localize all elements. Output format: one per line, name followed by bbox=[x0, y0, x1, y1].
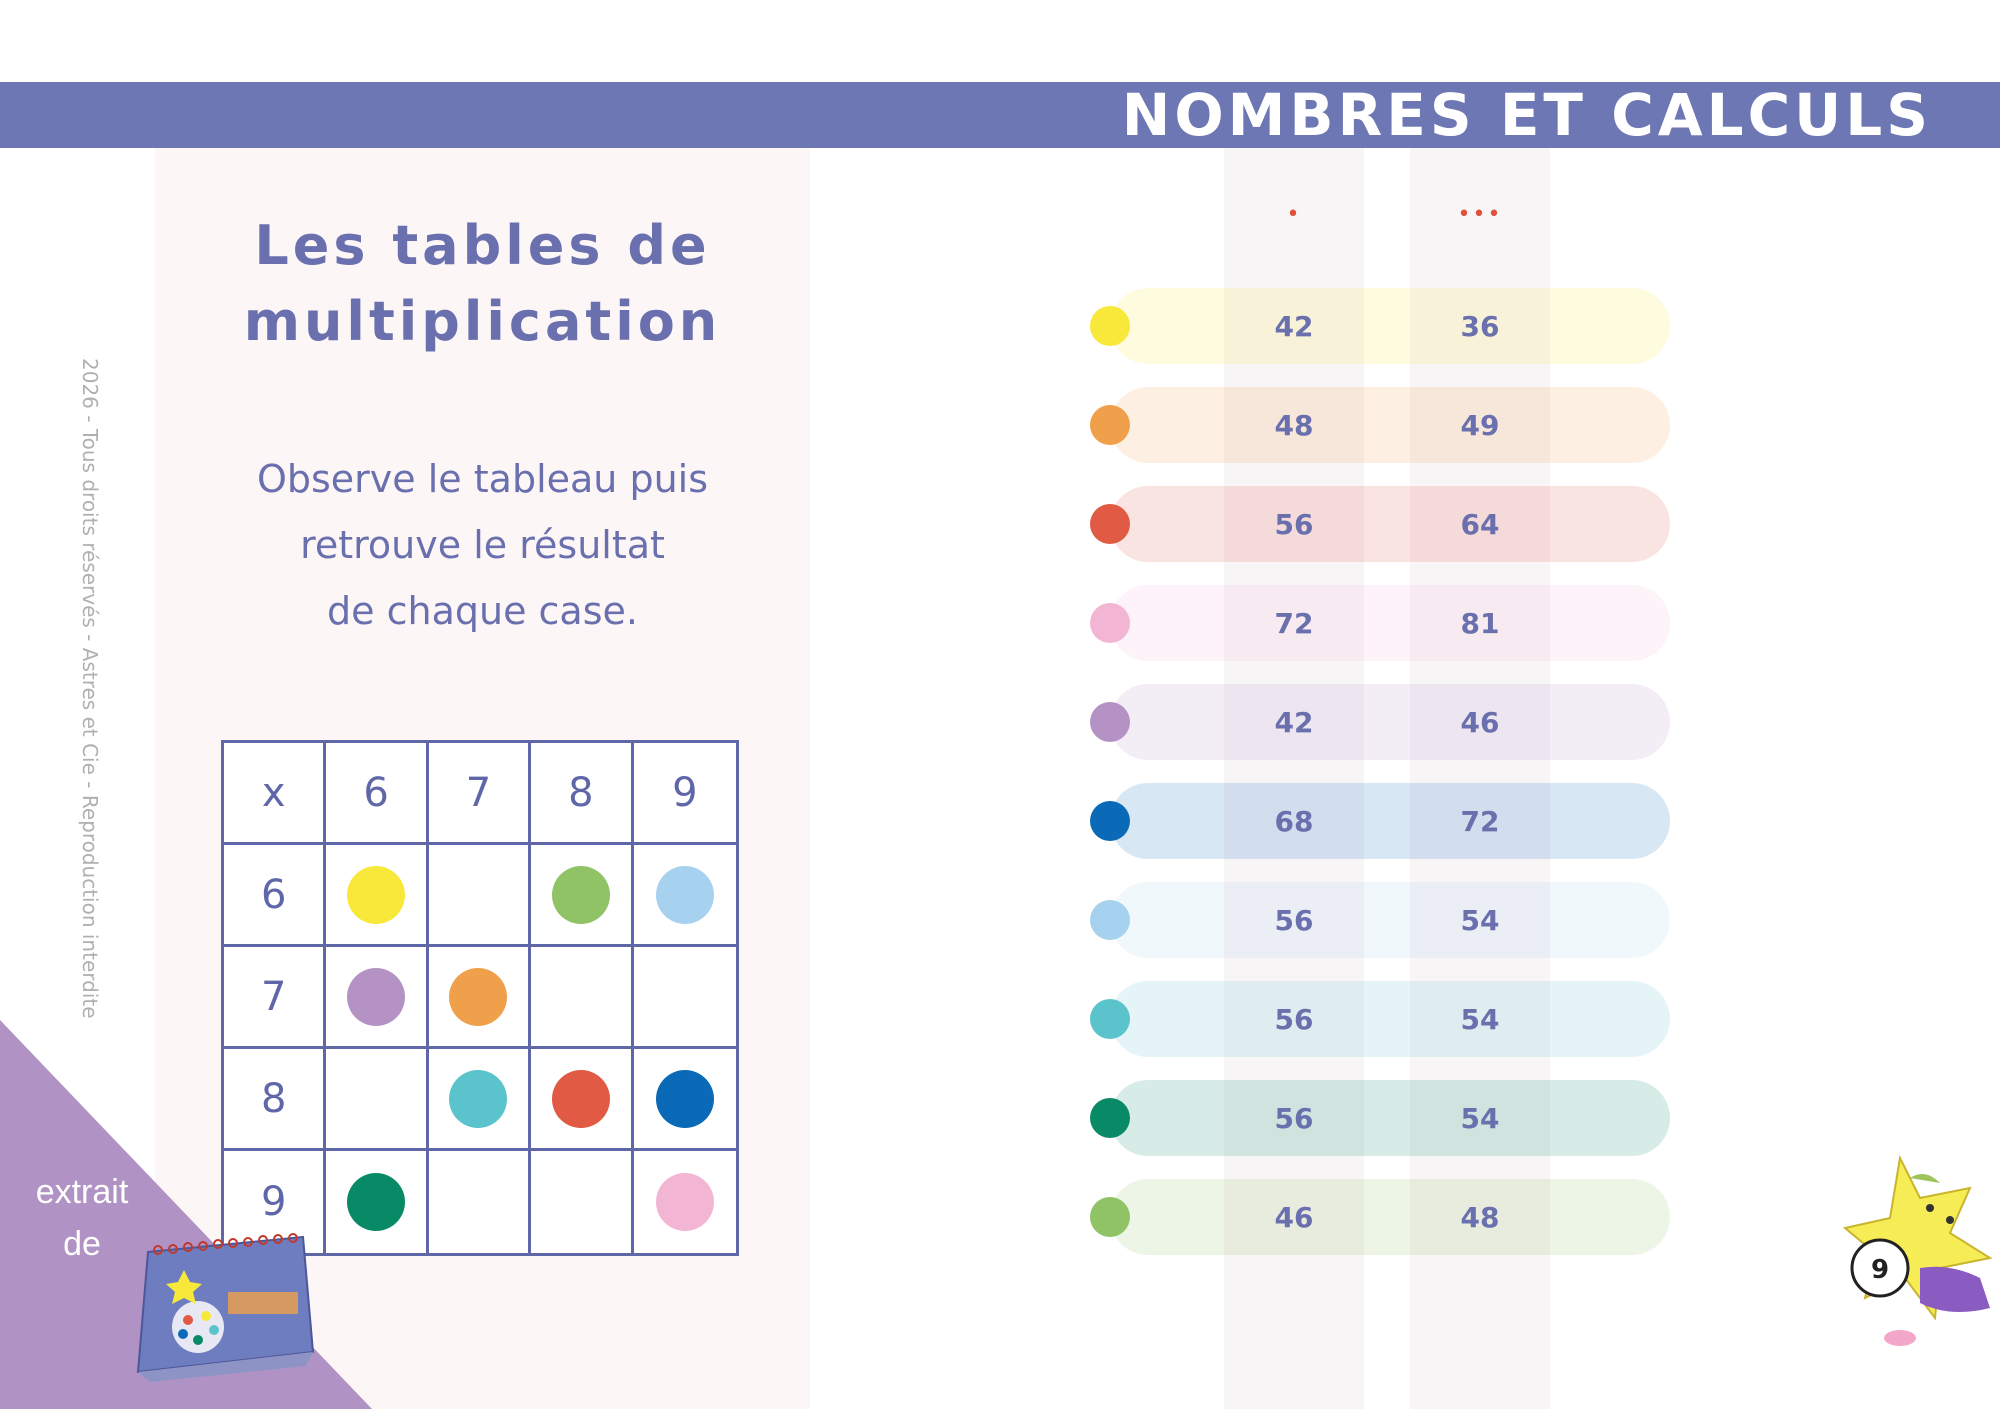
answer-row-band bbox=[1110, 486, 1670, 562]
grid-cell bbox=[633, 1049, 736, 1151]
grid-cell bbox=[531, 1049, 634, 1151]
answer-row-band bbox=[1110, 387, 1670, 463]
answer-value-b[interactable]: 72 bbox=[1460, 805, 1500, 838]
answer-value-a[interactable]: 56 bbox=[1274, 508, 1314, 541]
grid-row-header: 6 bbox=[224, 845, 327, 947]
blue-dot bbox=[1090, 801, 1130, 841]
column-1-symbol: • bbox=[1286, 202, 1302, 227]
light-blue-dot bbox=[1090, 900, 1130, 940]
grid-cell bbox=[429, 1151, 532, 1253]
answer-row-band bbox=[1110, 288, 1670, 364]
grid-cell bbox=[634, 1151, 736, 1253]
yellow-dot bbox=[1090, 306, 1130, 346]
grid-cell bbox=[428, 947, 532, 1049]
answer-value-a[interactable]: 46 bbox=[1274, 1201, 1314, 1234]
answer-value-b[interactable]: 46 bbox=[1460, 706, 1500, 739]
answer-row-band bbox=[1110, 1080, 1670, 1156]
grid-row-header: 8 bbox=[224, 1049, 327, 1151]
answer-value-a[interactable]: 56 bbox=[1274, 904, 1314, 937]
answer-column-2 bbox=[1410, 148, 1550, 1409]
page-number: 9 bbox=[1871, 1255, 1889, 1285]
light-blue-dot bbox=[655, 865, 714, 924]
section-title: NOMBRES ET CALCULS bbox=[1121, 81, 1932, 149]
answer-row-band bbox=[1110, 684, 1670, 760]
grid-cell bbox=[326, 845, 429, 947]
green-dot bbox=[1090, 1098, 1130, 1138]
answer-row-band bbox=[1110, 783, 1670, 859]
answer-value-b[interactable]: 81 bbox=[1460, 607, 1500, 640]
answer-value-b[interactable]: 64 bbox=[1460, 508, 1500, 541]
answer-value-a[interactable]: 56 bbox=[1274, 1003, 1314, 1036]
instruction-line-3: de chaque case. bbox=[327, 589, 638, 633]
instructions: Observe le tableau puis retrouve le résu… bbox=[155, 446, 810, 644]
answer-column-1 bbox=[1224, 148, 1364, 1409]
grid-cell bbox=[326, 1151, 429, 1253]
page-title: Les tables de multiplication bbox=[155, 208, 810, 360]
header-band bbox=[0, 82, 2000, 148]
light-green-dot bbox=[1090, 1197, 1130, 1237]
yellow-dot bbox=[347, 865, 406, 924]
answer-row-band bbox=[1110, 981, 1670, 1057]
answer-value-a[interactable]: 48 bbox=[1274, 409, 1314, 442]
answer-value-b[interactable]: 54 bbox=[1460, 904, 1500, 937]
answer-value-b[interactable]: 48 bbox=[1460, 1201, 1500, 1234]
pink-dot bbox=[655, 1173, 714, 1231]
calendar-book-icon bbox=[136, 1233, 315, 1382]
purple-dot bbox=[347, 967, 406, 1026]
grid-col-header: 8 bbox=[531, 743, 634, 845]
answer-row-band bbox=[1110, 882, 1670, 958]
page-title-line-2: multiplication bbox=[243, 290, 722, 353]
grid-cell bbox=[633, 947, 736, 1049]
grid-col-header: 9 bbox=[633, 743, 736, 845]
copyright-notice: 2026 - Tous droits réservés - Astres et … bbox=[78, 358, 102, 1019]
multiplication-grid: x 6 7 8 9 6 7 8 9 bbox=[221, 740, 739, 1256]
instruction-line-1: Observe le tableau puis bbox=[256, 457, 709, 501]
teal-dot bbox=[449, 1069, 508, 1128]
teal-dot bbox=[1090, 999, 1130, 1039]
badge-line-1: extrait bbox=[35, 1173, 129, 1211]
answer-value-a[interactable]: 68 bbox=[1274, 805, 1314, 838]
badge-text: extrait de bbox=[22, 1166, 142, 1270]
red-dot bbox=[551, 1069, 610, 1128]
grid-row-header: 7 bbox=[224, 947, 327, 1049]
page-title-line-1: Les tables de bbox=[254, 214, 711, 277]
instruction-line-2: retrouve le résultat bbox=[300, 523, 665, 567]
answer-value-b[interactable]: 54 bbox=[1460, 1102, 1500, 1135]
grid-col-header: 7 bbox=[428, 743, 532, 845]
grid-cell bbox=[633, 845, 736, 947]
grid-cell bbox=[326, 1049, 429, 1151]
answer-value-a[interactable]: 42 bbox=[1274, 706, 1314, 739]
green-dot bbox=[347, 1173, 406, 1231]
answer-value-a[interactable]: 42 bbox=[1274, 310, 1314, 343]
grid-cell bbox=[531, 947, 634, 1049]
grid-col-header: 6 bbox=[326, 743, 429, 845]
answer-value-b[interactable]: 54 bbox=[1460, 1003, 1500, 1036]
grid-cell bbox=[326, 947, 429, 1049]
answer-value-b[interactable]: 49 bbox=[1460, 409, 1500, 442]
blue-dot bbox=[655, 1069, 714, 1128]
answer-row-band bbox=[1110, 1179, 1670, 1255]
star-mascot-icon: 9 bbox=[1842, 1154, 1993, 1346]
orange-dot bbox=[1090, 405, 1130, 445]
grid-row-header: 9 bbox=[224, 1151, 327, 1253]
answer-value-a[interactable]: 72 bbox=[1274, 607, 1314, 640]
light-green-dot bbox=[551, 865, 610, 924]
grid-corner: x bbox=[224, 743, 327, 845]
grid-cell bbox=[428, 1049, 532, 1151]
grid-cell bbox=[531, 845, 634, 947]
answer-value-a[interactable]: 56 bbox=[1274, 1102, 1314, 1135]
grid-cell bbox=[531, 1151, 634, 1253]
column-2-symbol: ••• bbox=[1457, 202, 1503, 227]
purple-dot bbox=[1090, 702, 1130, 742]
red-dot bbox=[1090, 504, 1130, 544]
answer-value-b[interactable]: 36 bbox=[1460, 310, 1500, 343]
orange-dot bbox=[449, 967, 508, 1026]
grid-cell bbox=[428, 845, 532, 947]
answer-row-band bbox=[1110, 585, 1670, 661]
pink-dot bbox=[1090, 603, 1130, 643]
badge-line-2: de bbox=[63, 1225, 101, 1263]
